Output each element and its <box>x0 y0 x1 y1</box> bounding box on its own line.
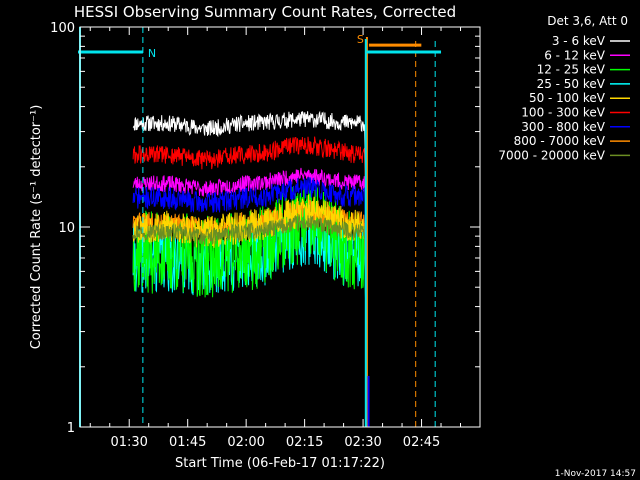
chart-title: HESSI Observing Summary Count Rates, Cor… <box>74 3 456 21</box>
x-tick-label: 02:00 <box>227 435 264 450</box>
legend-label: 3 - 6 keV <box>552 34 606 48</box>
plot-lines <box>132 110 367 338</box>
series-line <box>132 177 367 278</box>
series-line <box>132 167 367 264</box>
legend-label: 800 - 7000 keV <box>514 134 606 148</box>
series-line <box>132 214 367 312</box>
series-line <box>132 183 367 332</box>
night-label: N <box>148 47 156 60</box>
y-axis-label: Corrected Count Rate (s⁻¹ detector⁻¹) <box>29 105 44 350</box>
x-tick-label: 02:45 <box>403 435 440 450</box>
x-tick-label: 02:30 <box>344 435 381 450</box>
legend-label: 50 - 100 keV <box>529 91 606 105</box>
series-line <box>132 136 367 235</box>
legend-label: 300 - 800 keV <box>521 120 605 134</box>
legend-label: 12 - 25 keV <box>537 63 606 77</box>
y-tick-label: 100 <box>50 21 75 36</box>
legend-label: 7000 - 20000 keV <box>498 148 605 162</box>
saa-label: S <box>357 33 364 46</box>
x-tick-label: 01:45 <box>169 435 206 450</box>
footer-date: 1-Nov-2017 14:57 <box>555 469 636 479</box>
legend-title: Det 3,6, Att 0 <box>547 14 628 28</box>
x-tick-label: 02:15 <box>286 435 323 450</box>
x-axis-label: Start Time (06-Feb-17 01:17:22) <box>175 456 385 471</box>
x-tick-label: 01:30 <box>110 435 147 450</box>
series-line <box>132 110 367 203</box>
axes: 01:30 01:45 02:00 02:15 02:30 02:45 1 10 100 <box>50 21 480 450</box>
y-tick-label: 10 <box>58 221 75 236</box>
legend-label: 6 - 12 keV <box>544 48 606 62</box>
legend-label: 100 - 300 keV <box>521 106 605 120</box>
legend-label: 25 - 50 keV <box>537 77 606 91</box>
y-tick-label: 1 <box>67 421 75 436</box>
